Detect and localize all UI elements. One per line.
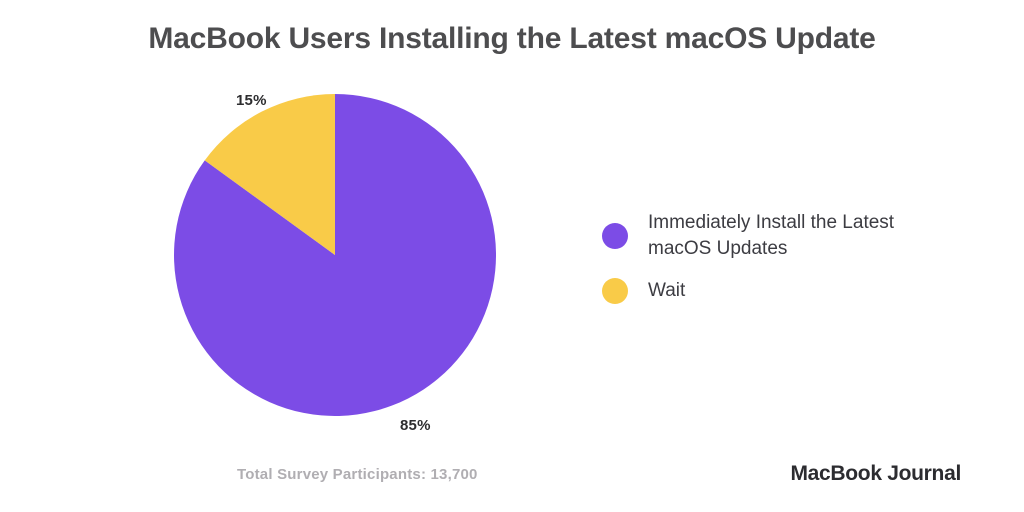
brand-wordmark: MacBook Journal — [790, 462, 961, 485]
legend-label-wait: Wait — [648, 280, 686, 301]
legend-swatch-install-icon — [602, 223, 628, 249]
legend-swatch-wait-icon — [602, 278, 628, 304]
legend-item-install: Immediately Install the Latest macOS Upd… — [602, 210, 922, 262]
pie-chart-svg — [174, 94, 496, 416]
total-participants-caption: Total Survey Participants: 13,700 — [237, 466, 478, 483]
pie-slice — [174, 94, 496, 416]
legend-item-wait: Wait — [602, 278, 922, 304]
pie-label-wait: 15% — [236, 92, 267, 109]
legend-label-install: Immediately Install the Latest macOS Upd… — [648, 212, 895, 259]
pie-slice — [204, 94, 335, 255]
pie-label-install: 85% — [400, 417, 431, 434]
legend: Immediately Install the Latest macOS Upd… — [602, 210, 922, 304]
chart-title: MacBook Users Installing the Latest macO… — [148, 22, 876, 55]
pie-chart — [174, 94, 496, 416]
